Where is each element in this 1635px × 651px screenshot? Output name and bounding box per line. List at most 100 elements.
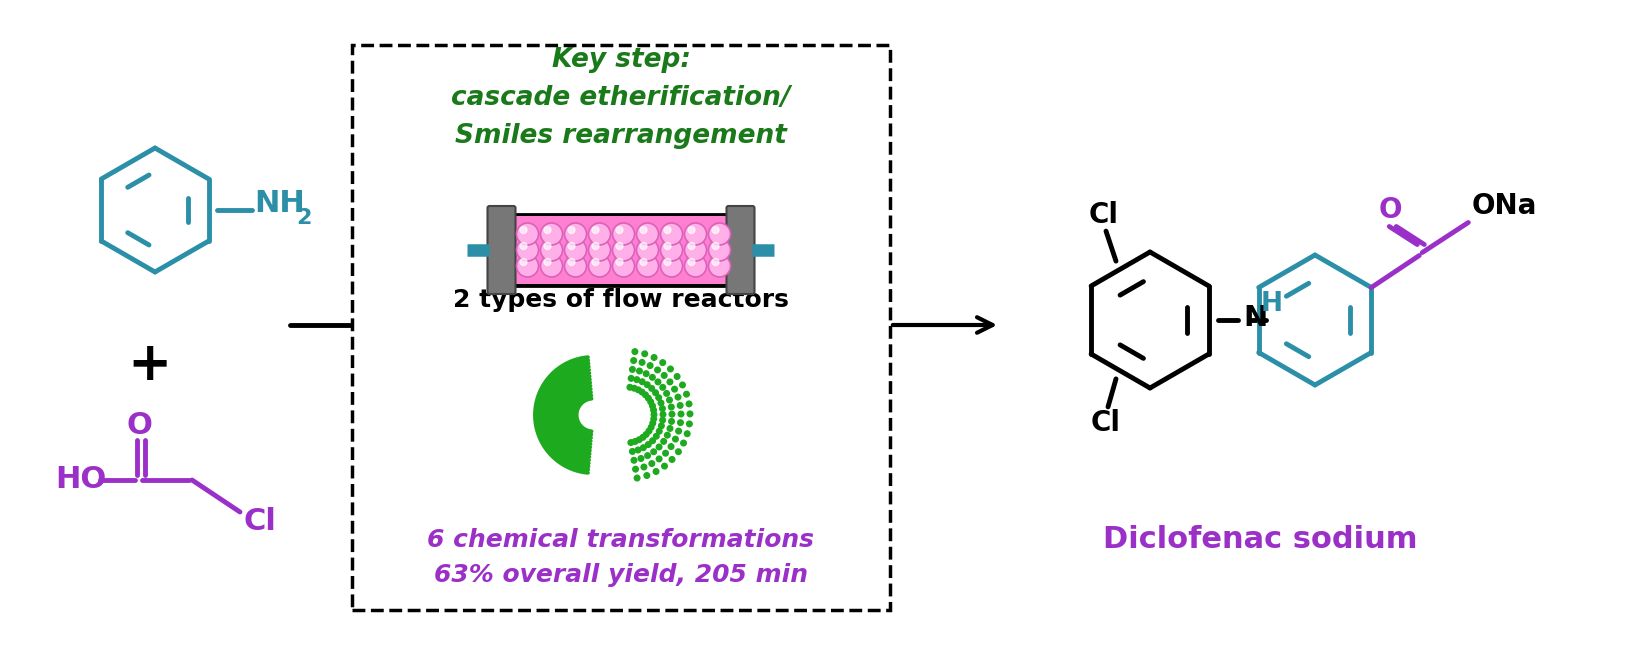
Circle shape [664,432,670,438]
Circle shape [661,223,682,245]
Circle shape [708,255,731,277]
Circle shape [636,255,659,277]
FancyBboxPatch shape [487,206,515,294]
Circle shape [688,258,695,266]
Text: ONa: ONa [1472,193,1537,221]
Circle shape [641,464,647,470]
FancyBboxPatch shape [726,206,754,294]
Text: O: O [1378,197,1403,225]
Circle shape [633,439,638,444]
Circle shape [672,387,677,392]
Circle shape [687,421,692,426]
Circle shape [634,475,639,481]
Circle shape [636,437,643,443]
Text: O: O [126,411,152,441]
Circle shape [567,227,576,234]
Text: cascade etherification/: cascade etherification/ [451,85,791,111]
Circle shape [667,366,674,372]
Circle shape [667,397,672,403]
Circle shape [613,223,634,245]
Text: 2: 2 [296,208,311,228]
Circle shape [662,464,667,469]
Circle shape [708,239,731,261]
Circle shape [656,456,662,462]
Circle shape [541,223,562,245]
Text: 2 types of flow reactors: 2 types of flow reactors [453,288,790,312]
Circle shape [675,395,680,400]
Circle shape [685,223,706,245]
Circle shape [659,400,664,406]
Circle shape [654,367,661,373]
Circle shape [541,255,562,277]
Circle shape [675,449,682,454]
Circle shape [564,255,587,277]
Circle shape [649,438,656,443]
Circle shape [661,239,682,261]
Circle shape [628,376,634,381]
Circle shape [685,239,706,261]
Bar [515,216,726,284]
Circle shape [662,450,669,456]
Circle shape [652,390,659,396]
Circle shape [567,243,576,249]
Text: H: H [1261,291,1283,317]
Circle shape [647,363,652,368]
Circle shape [662,372,667,378]
Circle shape [644,453,651,458]
Bar [352,45,889,610]
Text: HO: HO [56,465,106,495]
Circle shape [687,401,692,407]
Circle shape [651,408,656,413]
Circle shape [649,374,656,380]
Circle shape [638,456,644,462]
Circle shape [661,385,665,390]
Circle shape [651,421,656,426]
Circle shape [680,382,685,388]
Circle shape [613,255,634,277]
Circle shape [639,227,647,234]
Circle shape [685,431,690,437]
Text: 63% overall yield, 205 min: 63% overall yield, 205 min [433,563,808,587]
Circle shape [634,377,639,382]
Circle shape [647,399,654,405]
Circle shape [643,392,647,398]
Circle shape [589,255,610,277]
Circle shape [675,428,682,434]
Circle shape [677,403,683,408]
Circle shape [628,440,634,445]
Circle shape [616,243,623,249]
Circle shape [592,227,598,234]
Circle shape [688,227,695,234]
Circle shape [646,442,651,447]
Circle shape [589,223,610,245]
Circle shape [643,351,647,357]
Circle shape [661,360,665,365]
Circle shape [711,258,719,266]
Circle shape [664,227,670,234]
Circle shape [649,385,654,391]
Circle shape [649,403,656,409]
Circle shape [656,395,662,400]
Circle shape [631,458,636,463]
Circle shape [629,449,636,454]
Circle shape [644,473,649,478]
Circle shape [669,404,674,410]
Text: +: + [128,339,172,391]
Circle shape [567,258,576,266]
Circle shape [661,439,667,444]
Circle shape [631,385,638,391]
Circle shape [683,391,690,397]
Text: Cl: Cl [1091,409,1122,437]
Circle shape [685,255,706,277]
Circle shape [628,385,633,390]
Text: Smiles rearrangement: Smiles rearrangement [455,123,786,149]
Circle shape [667,379,672,385]
Circle shape [656,444,662,450]
Circle shape [664,391,669,396]
Circle shape [649,461,654,466]
Circle shape [711,227,719,234]
Text: Cl: Cl [244,508,276,536]
Circle shape [646,395,651,401]
Circle shape [641,445,646,450]
Circle shape [633,466,638,472]
